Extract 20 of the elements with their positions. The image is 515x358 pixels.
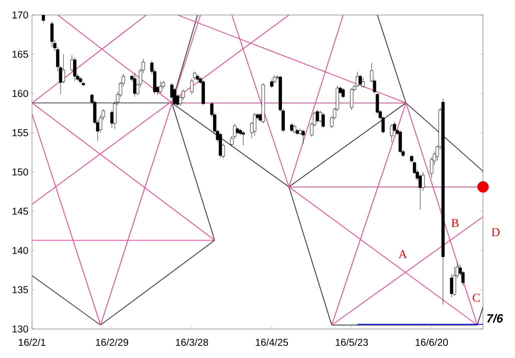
x-tick-label: 16/3/28: [176, 338, 208, 346]
y-tick-label: 140: [12, 246, 28, 254]
annotation: C: [472, 294, 480, 302]
y-tick-label: 130: [12, 325, 28, 333]
x-tick-label: 16/2/29: [96, 338, 128, 346]
x-tick-label: 16/4/25: [256, 338, 288, 346]
y-tick-label: 170: [12, 11, 28, 19]
y-tick-label: 160: [12, 90, 28, 98]
y-tick-label: 135: [12, 286, 28, 294]
x-tick-label: 16/6/20: [416, 338, 448, 346]
annotation: A: [398, 250, 407, 258]
annotation: B: [451, 219, 458, 227]
y-tick-label: 150: [12, 168, 28, 176]
text: 7/6: [487, 314, 504, 323]
y-tick-label: 165: [12, 50, 28, 58]
x-tick-label: 16/5/23: [336, 338, 368, 346]
text: D: [492, 228, 500, 236]
x-tick-label: 16/2/1: [18, 338, 46, 346]
y-tick-label: 145: [12, 208, 28, 215]
y-tick-label: 155: [12, 129, 28, 136]
